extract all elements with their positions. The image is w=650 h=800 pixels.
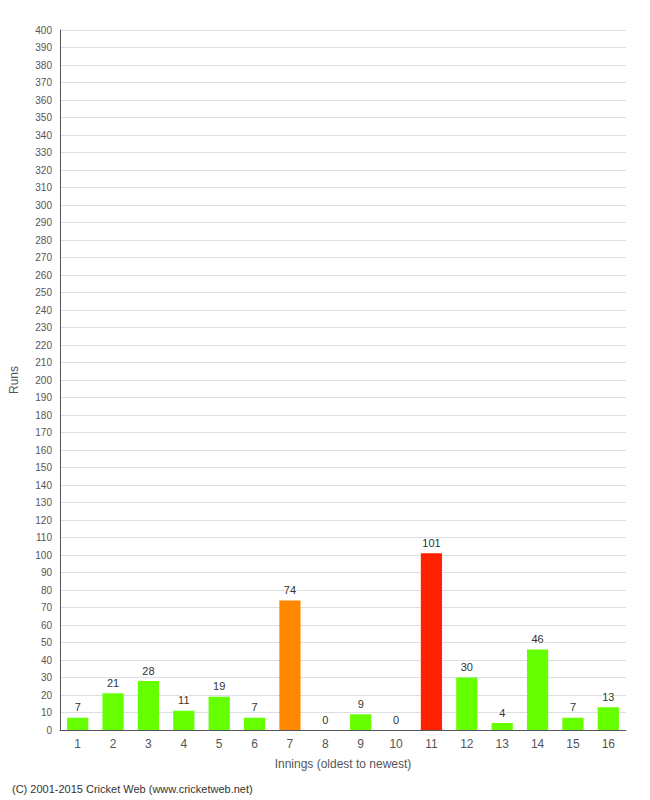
svg-text:330: 330 bbox=[35, 147, 52, 158]
svg-text:30: 30 bbox=[461, 661, 473, 673]
svg-text:70: 70 bbox=[41, 602, 53, 613]
svg-text:13: 13 bbox=[602, 691, 614, 703]
svg-text:15: 15 bbox=[566, 737, 580, 751]
svg-text:4: 4 bbox=[499, 707, 505, 719]
svg-text:28: 28 bbox=[142, 665, 154, 677]
svg-text:19: 19 bbox=[213, 680, 225, 692]
svg-text:90: 90 bbox=[41, 567, 53, 578]
svg-text:120: 120 bbox=[35, 515, 52, 526]
svg-text:350: 350 bbox=[35, 112, 52, 123]
svg-text:9: 9 bbox=[358, 698, 364, 710]
svg-text:(C) 2001-2015 Cricket Web (www: (C) 2001-2015 Cricket Web (www.cricketwe… bbox=[12, 783, 253, 795]
svg-text:110: 110 bbox=[36, 532, 52, 543]
svg-text:0: 0 bbox=[393, 714, 399, 726]
svg-text:80: 80 bbox=[41, 585, 53, 596]
svg-text:400: 400 bbox=[35, 25, 52, 36]
svg-text:270: 270 bbox=[35, 252, 52, 263]
svg-text:240: 240 bbox=[35, 305, 52, 316]
svg-text:140: 140 bbox=[35, 480, 52, 491]
svg-text:50: 50 bbox=[41, 637, 53, 648]
svg-text:40: 40 bbox=[41, 655, 53, 666]
svg-text:3: 3 bbox=[145, 737, 152, 751]
svg-text:280: 280 bbox=[35, 235, 52, 246]
svg-text:2: 2 bbox=[110, 737, 117, 751]
svg-text:30: 30 bbox=[41, 672, 53, 683]
svg-text:74: 74 bbox=[284, 584, 296, 596]
svg-text:4: 4 bbox=[180, 737, 187, 751]
svg-text:300: 300 bbox=[35, 200, 52, 211]
svg-text:7: 7 bbox=[570, 701, 576, 713]
svg-text:220: 220 bbox=[35, 340, 52, 351]
svg-text:250: 250 bbox=[35, 287, 52, 298]
svg-text:6: 6 bbox=[251, 737, 258, 751]
svg-text:380: 380 bbox=[35, 60, 52, 71]
svg-text:150: 150 bbox=[35, 462, 52, 473]
svg-text:210: 210 bbox=[35, 357, 52, 368]
svg-text:101: 101 bbox=[422, 537, 440, 549]
svg-text:12: 12 bbox=[460, 737, 474, 751]
svg-text:8: 8 bbox=[322, 737, 329, 751]
svg-text:Innings (oldest to newest): Innings (oldest to newest) bbox=[275, 757, 412, 771]
svg-text:260: 260 bbox=[35, 270, 52, 281]
svg-text:130: 130 bbox=[35, 497, 52, 508]
svg-text:190: 190 bbox=[35, 392, 52, 403]
svg-text:100: 100 bbox=[35, 550, 52, 561]
svg-text:0: 0 bbox=[322, 714, 328, 726]
svg-text:340: 340 bbox=[35, 130, 52, 141]
svg-text:20: 20 bbox=[41, 690, 53, 701]
svg-text:320: 320 bbox=[35, 165, 52, 176]
svg-text:290: 290 bbox=[35, 217, 52, 228]
svg-text:200: 200 bbox=[35, 375, 52, 386]
svg-text:310: 310 bbox=[35, 182, 52, 193]
svg-text:46: 46 bbox=[531, 633, 543, 645]
svg-text:160: 160 bbox=[35, 445, 52, 456]
svg-text:14: 14 bbox=[531, 737, 545, 751]
svg-text:10: 10 bbox=[41, 707, 53, 718]
svg-text:5: 5 bbox=[216, 737, 223, 751]
svg-text:9: 9 bbox=[357, 737, 364, 751]
svg-text:60: 60 bbox=[41, 620, 53, 631]
svg-text:180: 180 bbox=[35, 410, 52, 421]
svg-text:230: 230 bbox=[35, 322, 52, 333]
svg-text:21: 21 bbox=[107, 677, 119, 689]
svg-text:16: 16 bbox=[602, 737, 616, 751]
svg-text:1: 1 bbox=[74, 737, 81, 751]
svg-text:170: 170 bbox=[35, 427, 52, 438]
svg-text:11: 11 bbox=[425, 737, 438, 751]
svg-text:370: 370 bbox=[35, 77, 52, 88]
svg-text:11: 11 bbox=[178, 694, 189, 706]
svg-text:7: 7 bbox=[287, 737, 294, 751]
svg-text:10: 10 bbox=[389, 737, 403, 751]
svg-text:Runs: Runs bbox=[7, 366, 21, 394]
svg-text:7: 7 bbox=[75, 701, 81, 713]
svg-text:0: 0 bbox=[46, 725, 52, 736]
svg-text:390: 390 bbox=[35, 42, 52, 53]
svg-text:360: 360 bbox=[35, 95, 52, 106]
svg-text:7: 7 bbox=[252, 701, 258, 713]
svg-text:13: 13 bbox=[496, 737, 510, 751]
